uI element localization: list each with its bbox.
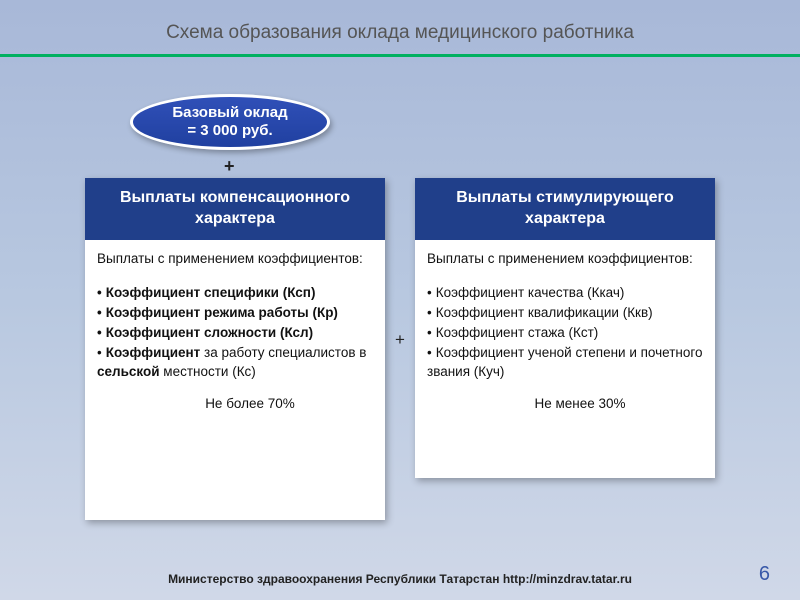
incentive-list: Коэффициент качества (Ккач) Коэффициент … <box>427 284 703 381</box>
plus-top: + <box>224 156 235 177</box>
incentive-lead: Выплаты с применением коэффициентов: <box>427 250 703 268</box>
list-item: Коэффициент ученой степени и почетного з… <box>427 344 703 380</box>
oval-line2: = 3 000 руб. <box>187 122 272 140</box>
list-item: Коэффициент качества (Ккач) <box>427 284 703 302</box>
slide-title: Схема образования оклада медицинского ра… <box>0 0 800 54</box>
incentive-limit: Не менее 30% <box>427 395 703 413</box>
compensation-body: Выплаты с применением коэффициентов: Коэ… <box>85 240 385 520</box>
incentive-header: Выплаты стимулирующего характера <box>415 178 715 240</box>
compensation-limit: Не более 70% <box>97 395 373 413</box>
compensation-list: Коэффициент специфики (Ксп) Коэффициент … <box>97 284 373 381</box>
incentive-body: Выплаты с применением коэффициентов: Коэ… <box>415 240 715 478</box>
list-item: Коэффициент режима работы (Кр) <box>97 304 373 322</box>
compensation-header: Выплаты компенсационного характера <box>85 178 385 240</box>
list-item: Коэффициент квалификации (Ккв) <box>427 304 703 322</box>
incentive-box: Выплаты стимулирующего характера Выплаты… <box>415 178 715 478</box>
page-number: 6 <box>759 563 770 586</box>
title-divider <box>0 54 800 57</box>
compensation-lead: Выплаты с применением коэффициентов: <box>97 250 373 268</box>
list-item: Коэффициент за работу специалистов в сел… <box>97 344 373 380</box>
plus-middle: + <box>395 330 405 350</box>
footer-text: Министерство здравоохранения Республики … <box>0 572 800 586</box>
oval-line1: Базовый оклад <box>172 104 287 122</box>
list-item: Коэффициент стажа (Кст) <box>427 324 703 342</box>
base-salary-oval: Базовый оклад = 3 000 руб. <box>130 94 330 150</box>
compensation-box: Выплаты компенсационного характера Выпла… <box>85 178 385 520</box>
list-item: Коэффициент специфики (Ксп) <box>97 284 373 302</box>
list-item: Коэффициент сложности (Ксл) <box>97 324 373 342</box>
